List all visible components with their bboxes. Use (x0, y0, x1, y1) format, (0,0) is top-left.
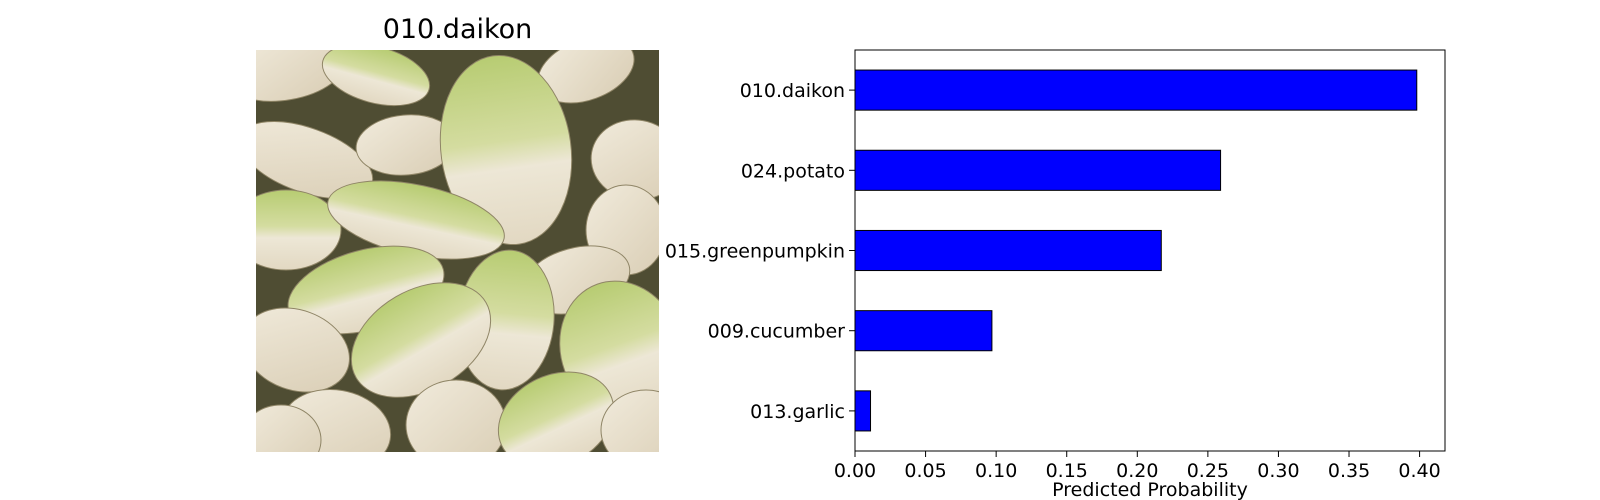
y-tick-label: 010.daikon (740, 80, 845, 102)
x-tick-label: 0.05 (904, 460, 946, 482)
bar-009.cucumber (854, 310, 993, 352)
bar-013.garlic (854, 390, 872, 432)
x-tick-label: 0.35 (1328, 460, 1370, 482)
radish (600, 389, 659, 452)
y-tick-label: 015.greenpumpkin (665, 241, 845, 263)
y-tick-label: 013.garlic (750, 401, 845, 423)
daikon-photo-illustration (256, 50, 659, 452)
x-tick-label: 0.15 (1046, 460, 1088, 482)
x-tick-label: 0.10 (975, 460, 1017, 482)
y-axis: 010.daikon 024.potato 015.greenpumpkin 009.… (665, 80, 855, 423)
radish (256, 189, 342, 271)
y-tick-label: 024.potato (741, 160, 845, 182)
x-tick-label: 0.30 (1257, 460, 1299, 482)
x-tick-label: 0.00 (834, 460, 876, 482)
radish (256, 404, 322, 452)
x-tick-label: 0.20 (1116, 460, 1158, 482)
radish (439, 54, 573, 246)
radish (321, 50, 431, 107)
x-tick-label: 0.40 (1398, 460, 1440, 482)
x-axis: 0.00 0.05 0.10 0.15 0.20 0.25 0.30 0.35 0.40 (834, 451, 1441, 482)
bar-010.daikon (854, 69, 1418, 111)
radish-pile (256, 50, 659, 452)
bar-024.potato (854, 149, 1222, 191)
x-axis-label: Predicted Probability (1052, 479, 1248, 500)
image-title: 010.daikon (382, 14, 533, 45)
radish (256, 307, 350, 393)
bar-015.greenpumpkin (854, 229, 1162, 272)
x-tick-label: 0.25 (1187, 460, 1229, 482)
daikon-photo (256, 50, 659, 452)
y-tick-label: 009.cucumber (708, 321, 846, 343)
radish (497, 371, 615, 452)
bars-layer (854, 69, 1418, 432)
